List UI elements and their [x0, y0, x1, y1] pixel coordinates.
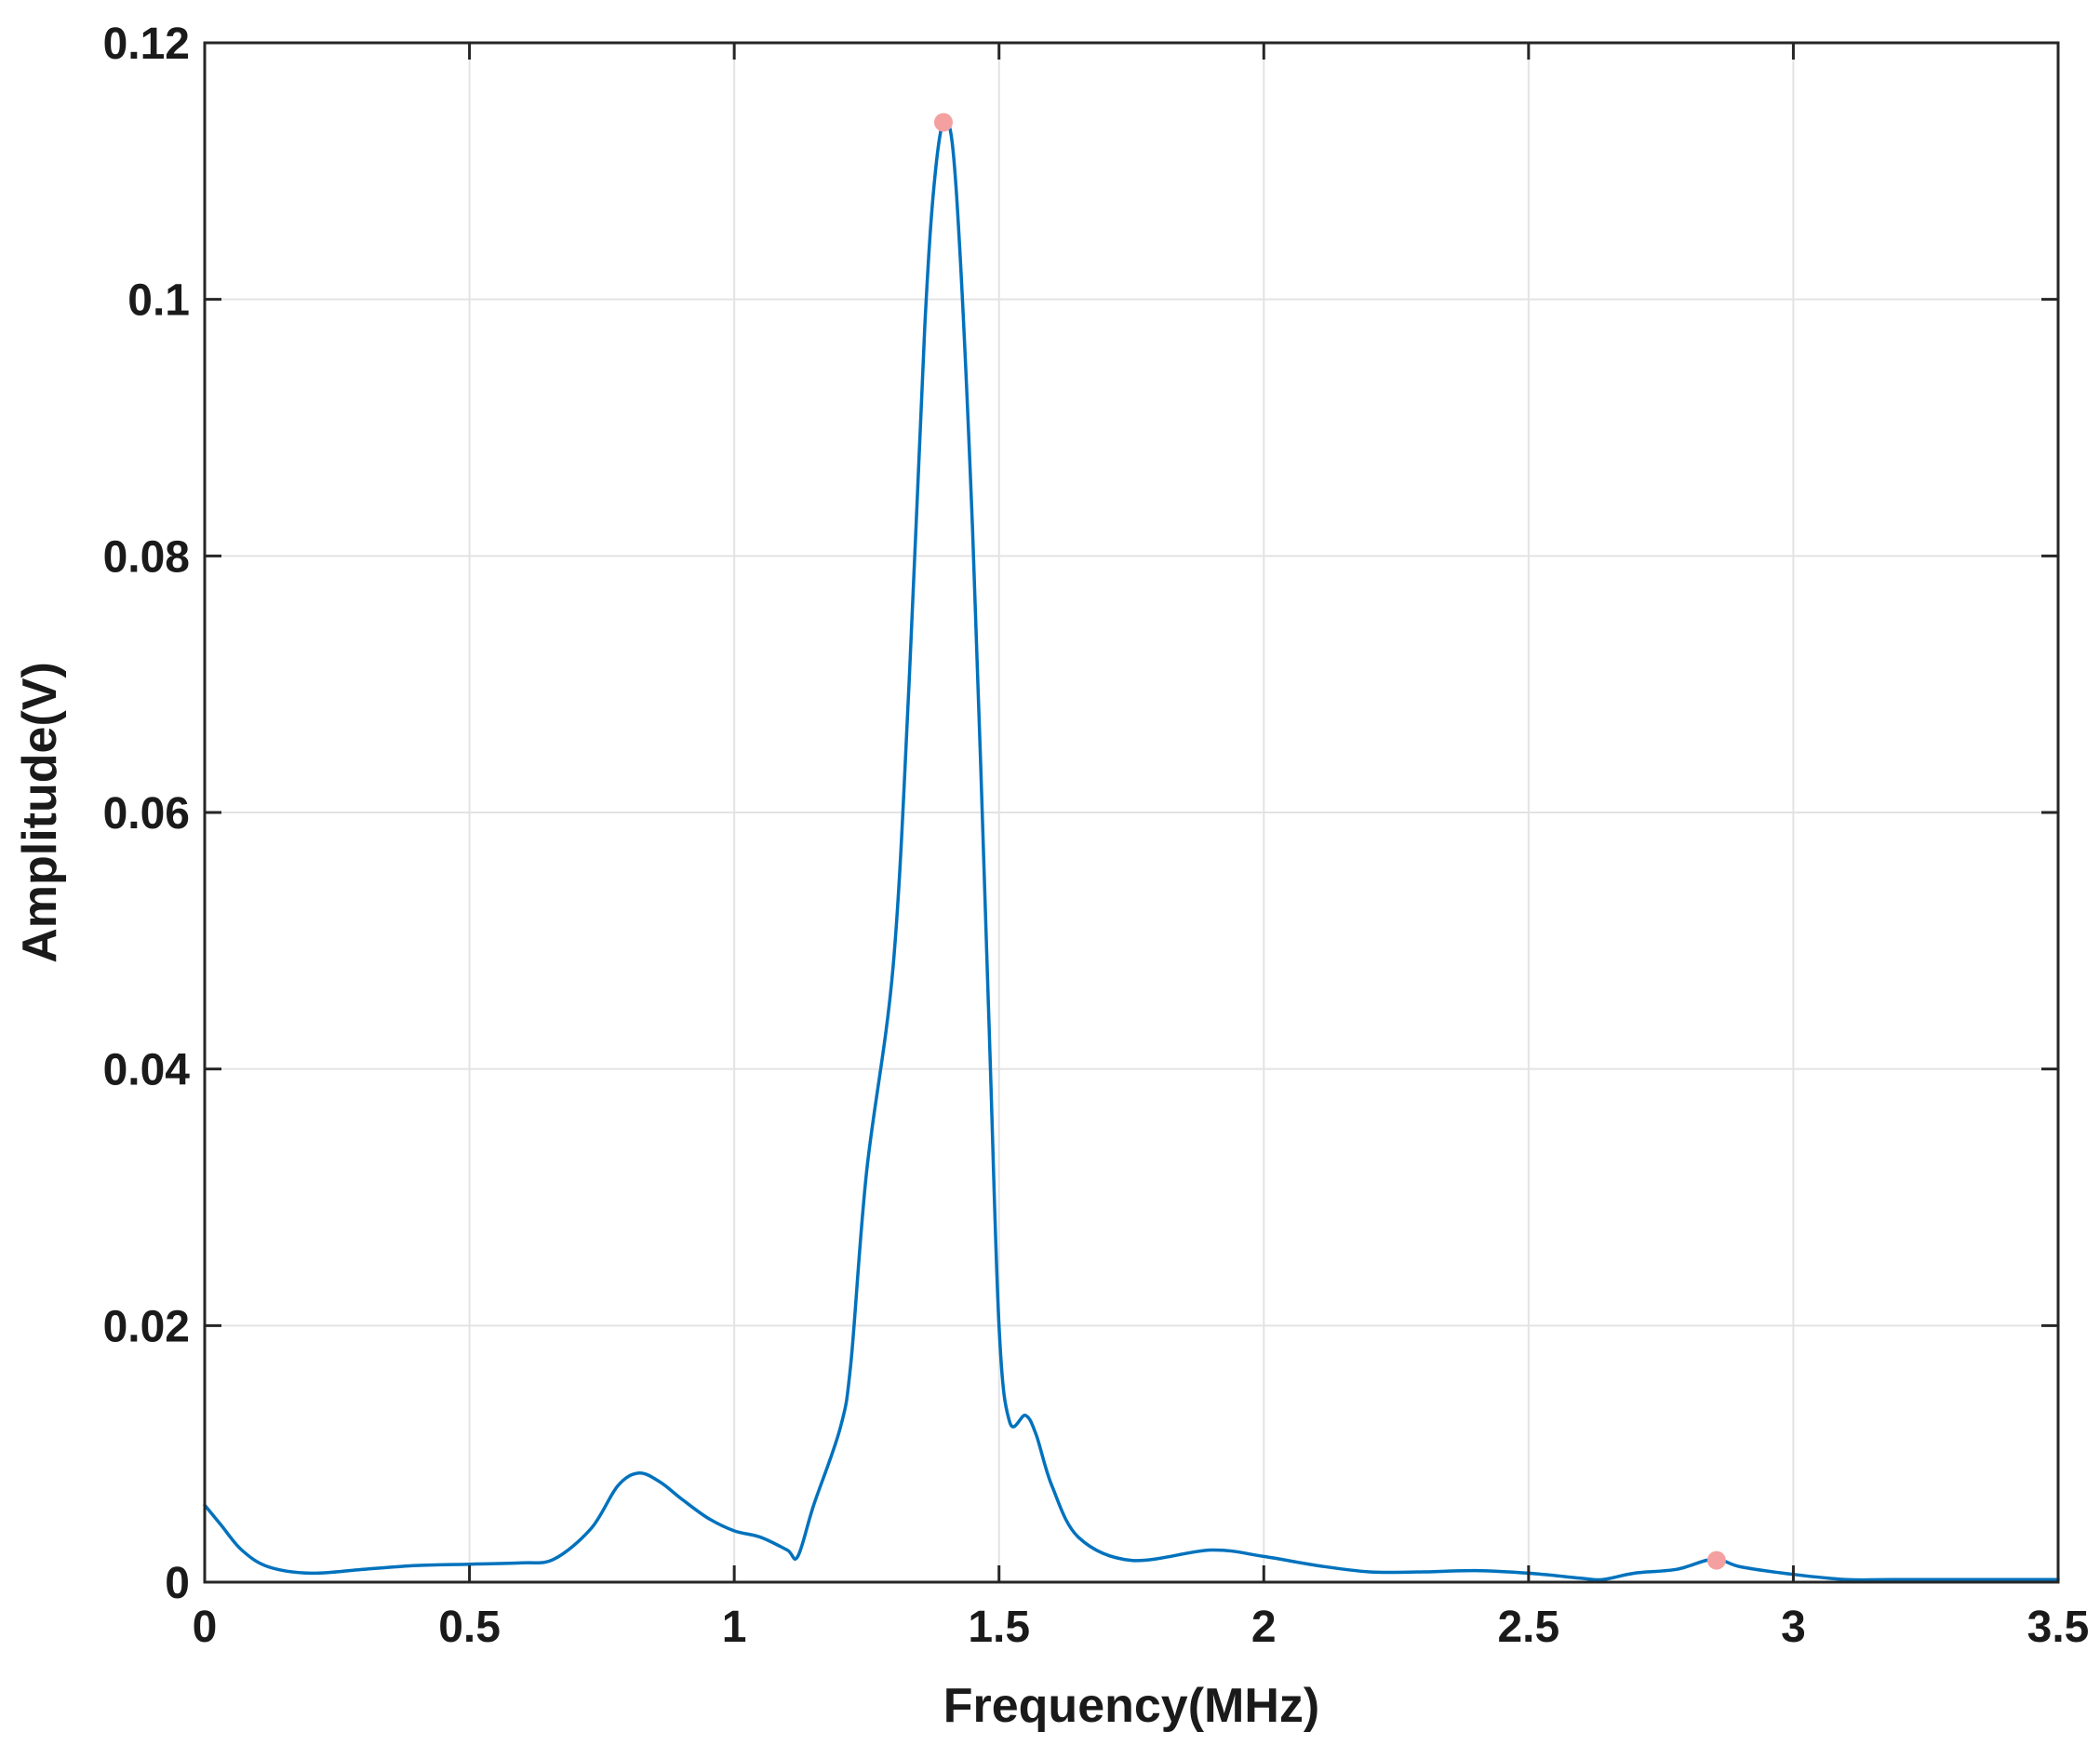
y-tick-label: 0.02 — [103, 1302, 190, 1351]
x-tick-label: 3 — [1781, 1603, 1806, 1652]
y-axis-label: Amplitude(V) — [13, 662, 67, 963]
x-tick-label: 1 — [722, 1603, 747, 1652]
x-tick-label: 1.5 — [968, 1603, 1030, 1652]
peak-marker — [933, 113, 953, 132]
y-tick-label: 0.12 — [103, 20, 190, 69]
peak-marker — [1706, 1550, 1726, 1570]
y-tick-label: 0.04 — [103, 1046, 191, 1095]
x-tick-labels: 0 0.5 1 1.5 2 2.5 3 3.5 — [193, 1603, 2090, 1652]
y-tick-labels: 0 0.02 0.04 0.06 0.08 0.1 0.12 — [103, 20, 191, 1608]
y-tick-label: 0.06 — [103, 789, 190, 839]
y-tick-label: 0.1 — [127, 276, 190, 326]
y-tick-label: 0.08 — [103, 532, 190, 582]
y-tick-label: 0 — [165, 1559, 190, 1608]
x-tick-label: 2 — [1251, 1603, 1277, 1652]
x-tick-label: 0.5 — [438, 1603, 501, 1652]
x-tick-label: 0 — [193, 1603, 218, 1652]
x-axis-label: Frequency(MHz) — [943, 1679, 1319, 1733]
x-tick-label: 3.5 — [2027, 1603, 2090, 1652]
x-tick-label: 2.5 — [1497, 1603, 1559, 1652]
tick-marks — [203, 41, 2060, 1584]
marker-points — [933, 113, 1726, 1570]
